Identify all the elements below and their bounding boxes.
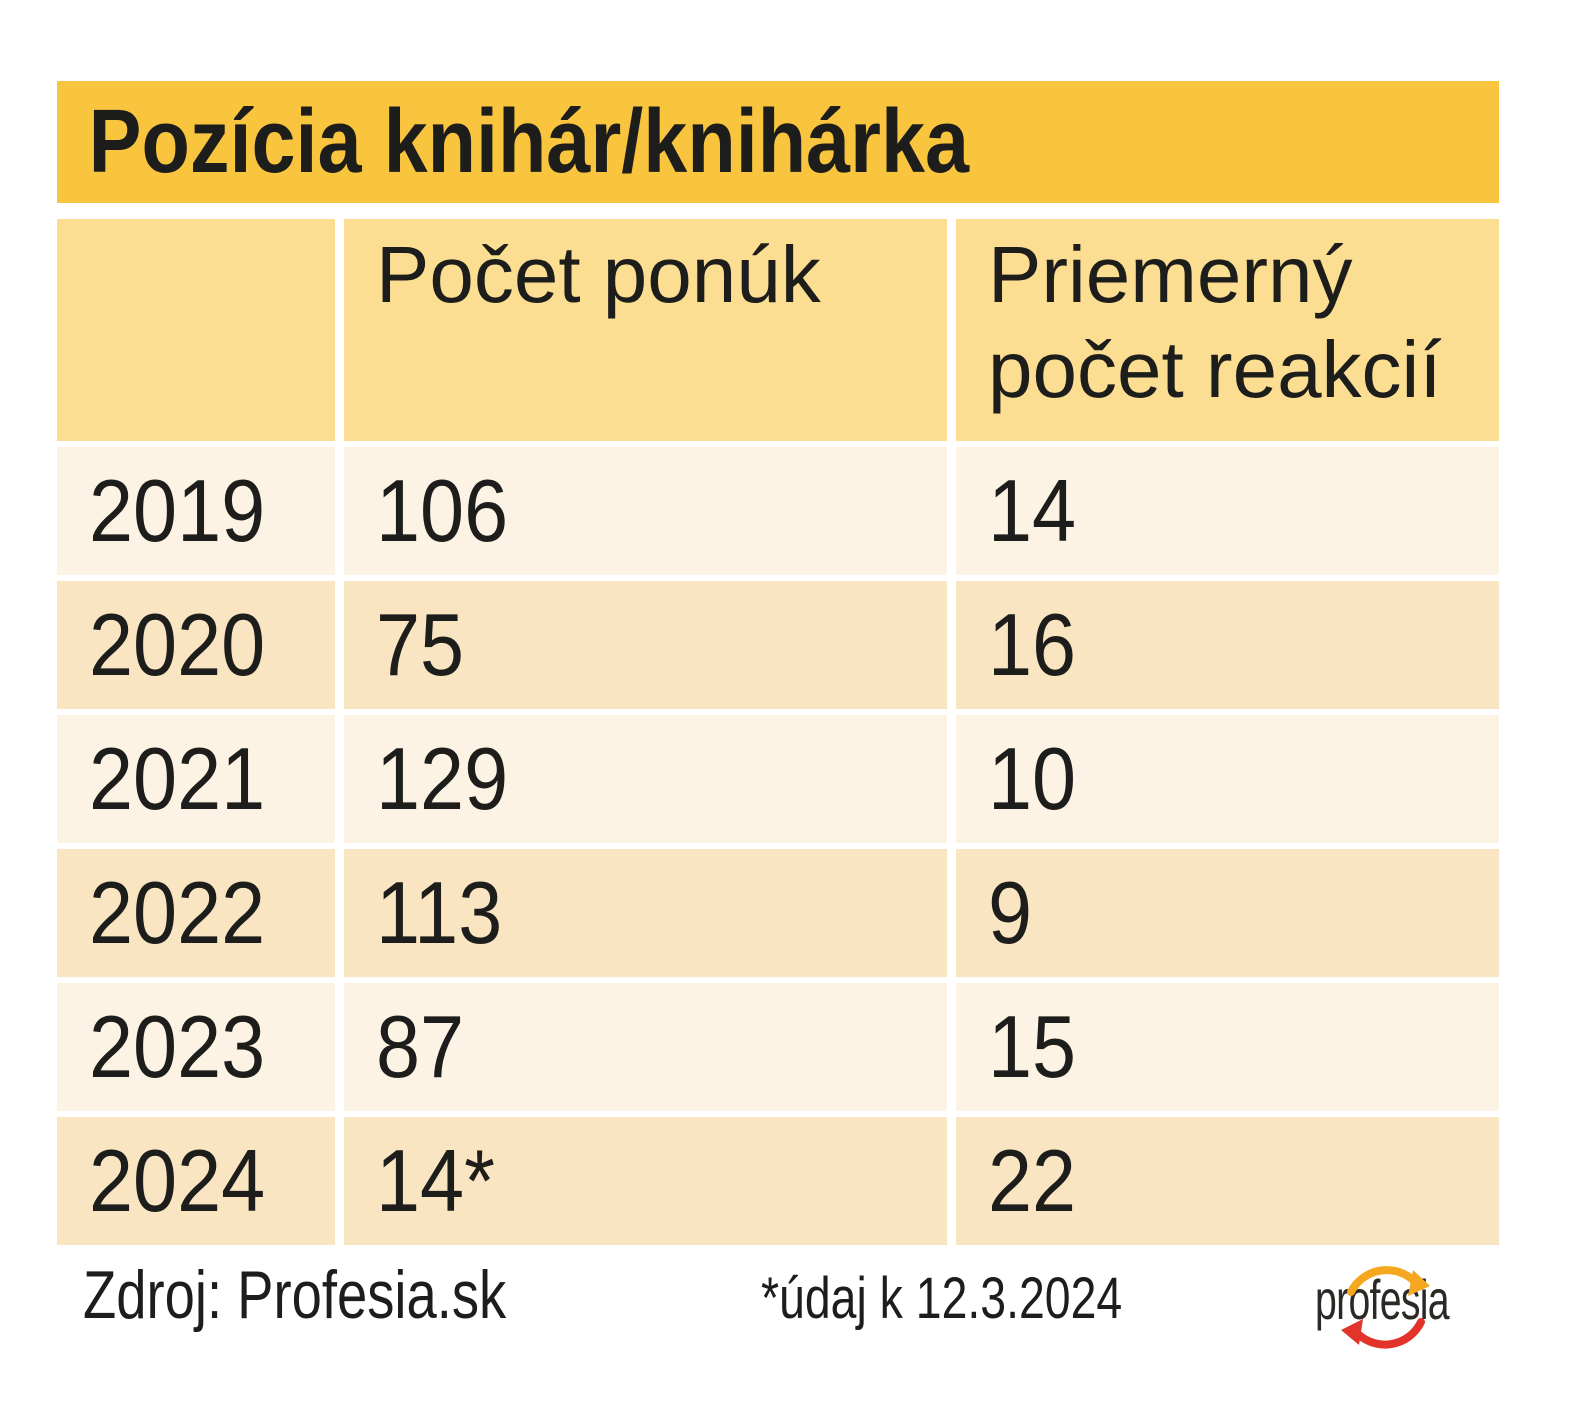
- source-label: Zdroj: Profesia.sk: [83, 1257, 507, 1333]
- row-2019-reactions-cell: 14: [956, 447, 1499, 575]
- row-2023-offers-value: 87: [376, 997, 465, 1096]
- row-2020-reactions-value: 16: [988, 595, 1077, 694]
- row-2023-reactions-cell: 15: [956, 983, 1499, 1111]
- row-2022-year-value: 2022: [89, 863, 266, 962]
- row-2021-offers-cell: 129: [344, 715, 947, 843]
- row-2020-offers-value: 75: [376, 595, 465, 694]
- row-2021-reactions-value: 10: [988, 729, 1077, 828]
- header-cell-year: [57, 219, 335, 441]
- row-2024-year-cell: 2024: [57, 1117, 335, 1245]
- row-2023-offers-cell: 87: [344, 983, 947, 1111]
- row-2022-reactions-value: 9: [988, 863, 1033, 962]
- row-2024-offers-value: 14*: [376, 1131, 495, 1230]
- row-2023-reactions-value: 15: [988, 997, 1077, 1096]
- header-cell-offers: Počet ponúk: [344, 219, 947, 441]
- header-cell-reactions: Priemerný počet reakcií: [956, 219, 1499, 441]
- page-title: Pozícia knihár/knihárka: [88, 92, 970, 192]
- row-2019-year-value: 2019: [89, 461, 266, 560]
- row-2019-year-cell: 2019: [57, 447, 335, 575]
- row-2023-year-value: 2023: [89, 997, 266, 1096]
- row-2022-offers-cell: 113: [344, 849, 947, 977]
- row-2020-year-value: 2020: [89, 595, 266, 694]
- row-2020-reactions-cell: 16: [956, 581, 1499, 709]
- row-2021-reactions-cell: 10: [956, 715, 1499, 843]
- profesia-logo: profesia: [1311, 1256, 1463, 1364]
- footnote: *údaj k 12.3.2024: [761, 1266, 1123, 1331]
- row-2022-reactions-cell: 9: [956, 849, 1499, 977]
- row-2021-year-value: 2021: [89, 729, 266, 828]
- header-cell-offers-label: Počet ponúk: [376, 230, 821, 319]
- row-2019-offers-value: 106: [376, 461, 509, 560]
- row-2022-year-cell: 2022: [57, 849, 335, 977]
- row-2024-year-value: 2024: [89, 1131, 266, 1230]
- circular-arrows-icon: [1341, 1266, 1430, 1349]
- row-2022-offers-value: 113: [376, 863, 503, 962]
- row-2020-year-cell: 2020: [57, 581, 335, 709]
- footer: Zdroj: Profesia.sk *údaj k 12.3.2024 pro…: [57, 1244, 1499, 1384]
- row-2024-reactions-value: 22: [988, 1131, 1077, 1230]
- header-cell-reactions-label: Priemerný počet reakcií: [988, 230, 1442, 415]
- data-table: Počet ponúk Priemerný počet reakcií 2019…: [57, 219, 1499, 1245]
- row-2024-offers-cell: 14*: [344, 1117, 947, 1245]
- title-bar: Pozícia knihár/knihárka: [57, 81, 1499, 203]
- row-2021-offers-value: 129: [376, 729, 509, 828]
- row-2019-offers-cell: 106: [344, 447, 947, 575]
- row-2023-year-cell: 2023: [57, 983, 335, 1111]
- row-2024-reactions-cell: 22: [956, 1117, 1499, 1245]
- row-2021-year-cell: 2021: [57, 715, 335, 843]
- profesia-logo-wordmark: profesia: [1315, 1268, 1450, 1331]
- row-2020-offers-cell: 75: [344, 581, 947, 709]
- row-2019-reactions-value: 14: [988, 461, 1077, 560]
